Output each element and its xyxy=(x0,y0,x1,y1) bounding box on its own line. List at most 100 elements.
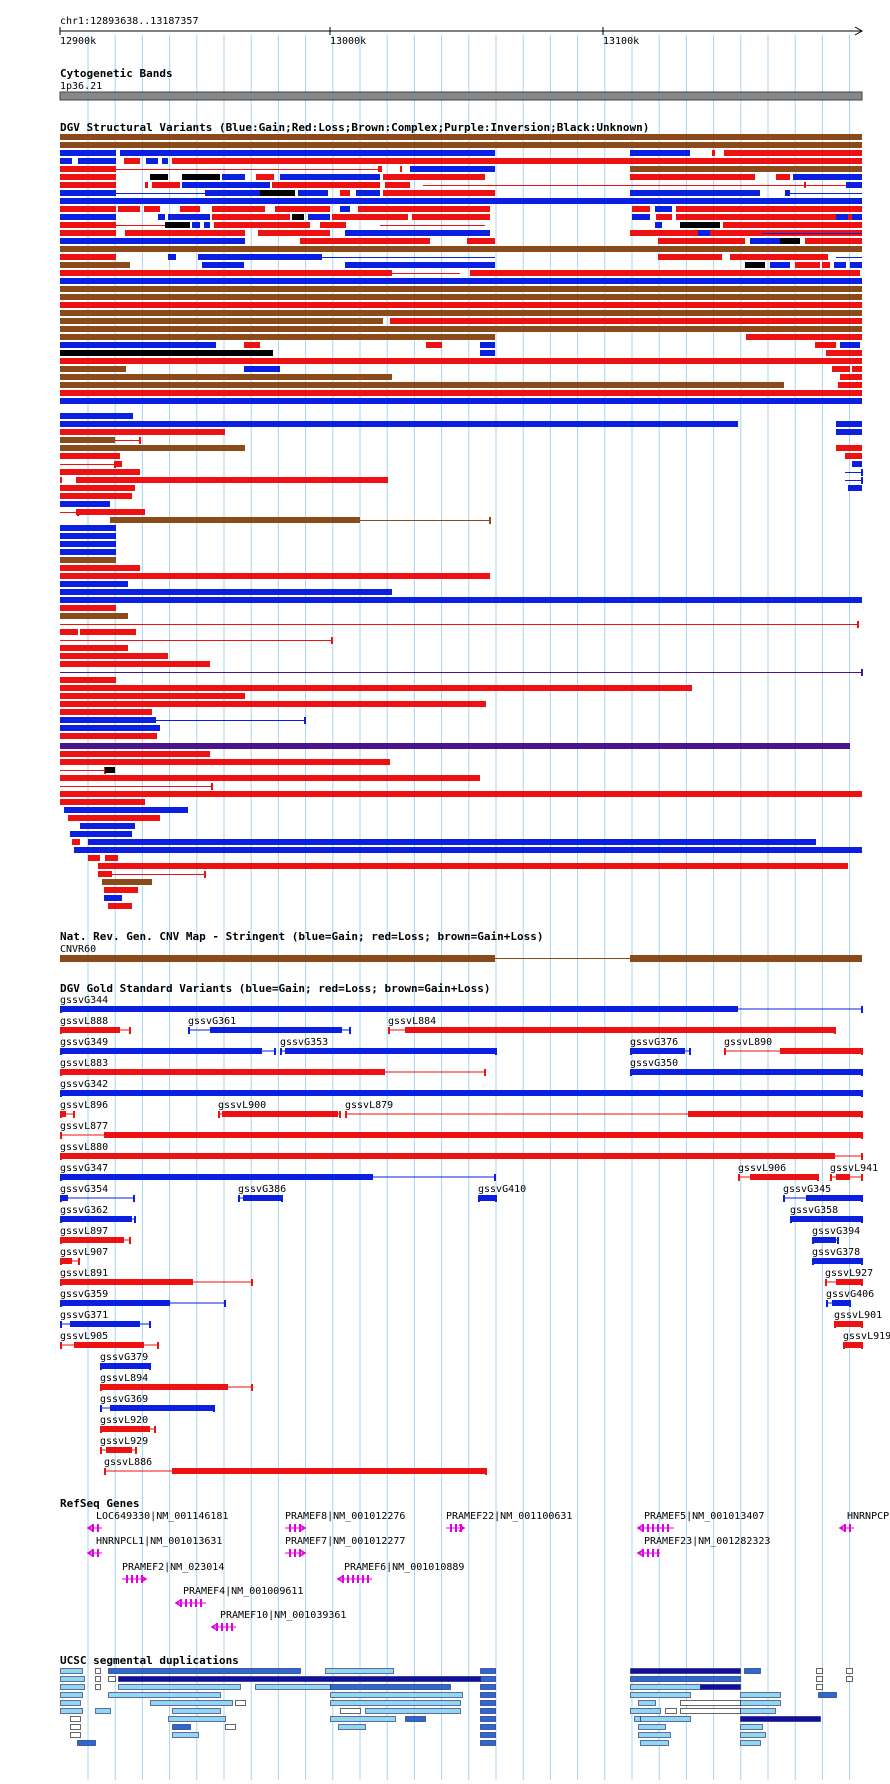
gene-exon[interactable] xyxy=(97,1549,99,1557)
gene-exon[interactable] xyxy=(460,1524,462,1532)
gold-variant-bar[interactable] xyxy=(780,1048,862,1054)
segdup-block[interactable] xyxy=(172,1724,191,1730)
segdup-block[interactable] xyxy=(330,1716,396,1722)
variant-bar[interactable] xyxy=(74,847,862,853)
variant-bar[interactable] xyxy=(146,158,158,164)
segdup-block[interactable] xyxy=(740,1708,776,1714)
variant-bar[interactable] xyxy=(852,461,862,467)
variant-bar[interactable] xyxy=(60,214,116,220)
variant-bar[interactable] xyxy=(124,158,140,164)
segdup-block[interactable] xyxy=(680,1708,741,1714)
variant-bar[interactable] xyxy=(78,158,116,164)
segdup-block[interactable] xyxy=(680,1700,741,1706)
segdup-block[interactable] xyxy=(60,1676,85,1682)
variant-bar[interactable] xyxy=(60,597,862,603)
variant-bar[interactable] xyxy=(383,190,495,196)
variant-bar[interactable] xyxy=(182,174,220,180)
gene-exon[interactable] xyxy=(190,1599,192,1607)
variant-bar[interactable] xyxy=(60,262,130,268)
variant-bar[interactable] xyxy=(838,382,862,388)
variant-bar[interactable] xyxy=(80,823,135,829)
variant-bar[interactable] xyxy=(822,262,830,268)
variant-bar[interactable] xyxy=(795,262,820,268)
segdup-block[interactable] xyxy=(480,1692,496,1698)
variant-bar[interactable] xyxy=(60,477,62,483)
gold-variant-bar[interactable] xyxy=(210,1027,342,1033)
segdup-block[interactable] xyxy=(172,1732,199,1738)
variant-bar[interactable] xyxy=(88,839,816,845)
variant-bar[interactable] xyxy=(80,629,136,635)
variant-bar[interactable] xyxy=(60,693,245,699)
segdup-block[interactable] xyxy=(816,1684,823,1690)
variant-bar[interactable] xyxy=(320,222,346,228)
variant-bar[interactable] xyxy=(658,238,745,244)
gene-exon[interactable] xyxy=(200,1599,202,1607)
variant-bar[interactable] xyxy=(60,501,110,507)
gene-exon[interactable] xyxy=(367,1575,369,1583)
variant-bar[interactable] xyxy=(105,767,115,773)
variant-bar[interactable] xyxy=(846,182,862,188)
segdup-block[interactable] xyxy=(634,1716,641,1722)
variant-bar[interactable] xyxy=(60,182,116,188)
segdup-block[interactable] xyxy=(700,1684,741,1690)
variant-bar[interactable] xyxy=(214,222,310,228)
gold-variant-bar[interactable] xyxy=(843,1342,862,1348)
variant-bar[interactable] xyxy=(385,182,410,188)
segdup-block[interactable] xyxy=(330,1684,451,1690)
variant-bar[interactable] xyxy=(60,701,486,707)
segdup-block[interactable] xyxy=(480,1700,496,1706)
variant-bar[interactable] xyxy=(60,653,168,659)
variant-bar[interactable] xyxy=(260,190,295,196)
variant-bar[interactable] xyxy=(60,254,116,260)
variant-bar[interactable] xyxy=(158,214,165,220)
variant-bar[interactable] xyxy=(800,222,862,228)
variant-bar[interactable] xyxy=(467,238,495,244)
segdup-block[interactable] xyxy=(816,1676,823,1682)
gene-exon[interactable] xyxy=(141,1575,143,1583)
segdup-block[interactable] xyxy=(77,1740,96,1746)
variant-bar[interactable] xyxy=(60,533,116,539)
variant-bar[interactable] xyxy=(60,589,392,595)
segdup-block[interactable] xyxy=(225,1724,236,1730)
variant-bar[interactable] xyxy=(60,270,392,276)
variant-bar[interactable] xyxy=(345,230,490,236)
gold-variant-bar[interactable] xyxy=(630,1048,685,1054)
variant-bar[interactable] xyxy=(256,174,274,180)
variant-bar[interactable] xyxy=(60,318,383,324)
variant-bar[interactable] xyxy=(390,318,862,324)
variant-bar[interactable] xyxy=(676,206,862,212)
gold-variant-bar[interactable] xyxy=(104,1132,862,1138)
gene-exon[interactable] xyxy=(357,1575,359,1583)
segdup-block[interactable] xyxy=(70,1716,81,1722)
variant-bar[interactable] xyxy=(162,158,168,164)
variant-bar[interactable] xyxy=(834,262,846,268)
gene-exon[interactable] xyxy=(450,1524,452,1532)
segdup-block[interactable] xyxy=(480,1676,496,1682)
gold-variant-bar[interactable] xyxy=(630,1069,862,1075)
gold-variant-bar[interactable] xyxy=(834,1321,862,1327)
gene-exon[interactable] xyxy=(849,1524,851,1532)
variant-bar[interactable] xyxy=(742,230,750,236)
segdup-block[interactable] xyxy=(816,1668,823,1674)
variant-bar[interactable] xyxy=(490,270,860,276)
variant-bar[interactable] xyxy=(836,421,862,427)
variant-bar[interactable] xyxy=(60,374,392,380)
gene-exon[interactable] xyxy=(289,1524,291,1532)
variant-bar[interactable] xyxy=(168,214,210,220)
variant-bar[interactable] xyxy=(60,190,116,196)
gene-exon[interactable] xyxy=(92,1549,94,1557)
gene-exon[interactable] xyxy=(92,1524,94,1532)
variant-bar[interactable] xyxy=(88,855,100,861)
segdup-block[interactable] xyxy=(638,1724,666,1730)
gene-exon[interactable] xyxy=(289,1549,291,1557)
gold-variant-bar[interactable] xyxy=(812,1237,836,1243)
variant-bar[interactable] xyxy=(60,150,116,156)
gene-exon[interactable] xyxy=(294,1549,296,1557)
variant-bar[interactable] xyxy=(658,254,722,260)
segdup-block[interactable] xyxy=(150,1700,233,1706)
gold-variant-bar[interactable] xyxy=(60,1300,170,1306)
variant-bar[interactable] xyxy=(495,158,862,164)
variant-bar[interactable] xyxy=(60,358,862,364)
segdup-block[interactable] xyxy=(740,1732,766,1738)
variant-bar[interactable] xyxy=(630,174,755,180)
